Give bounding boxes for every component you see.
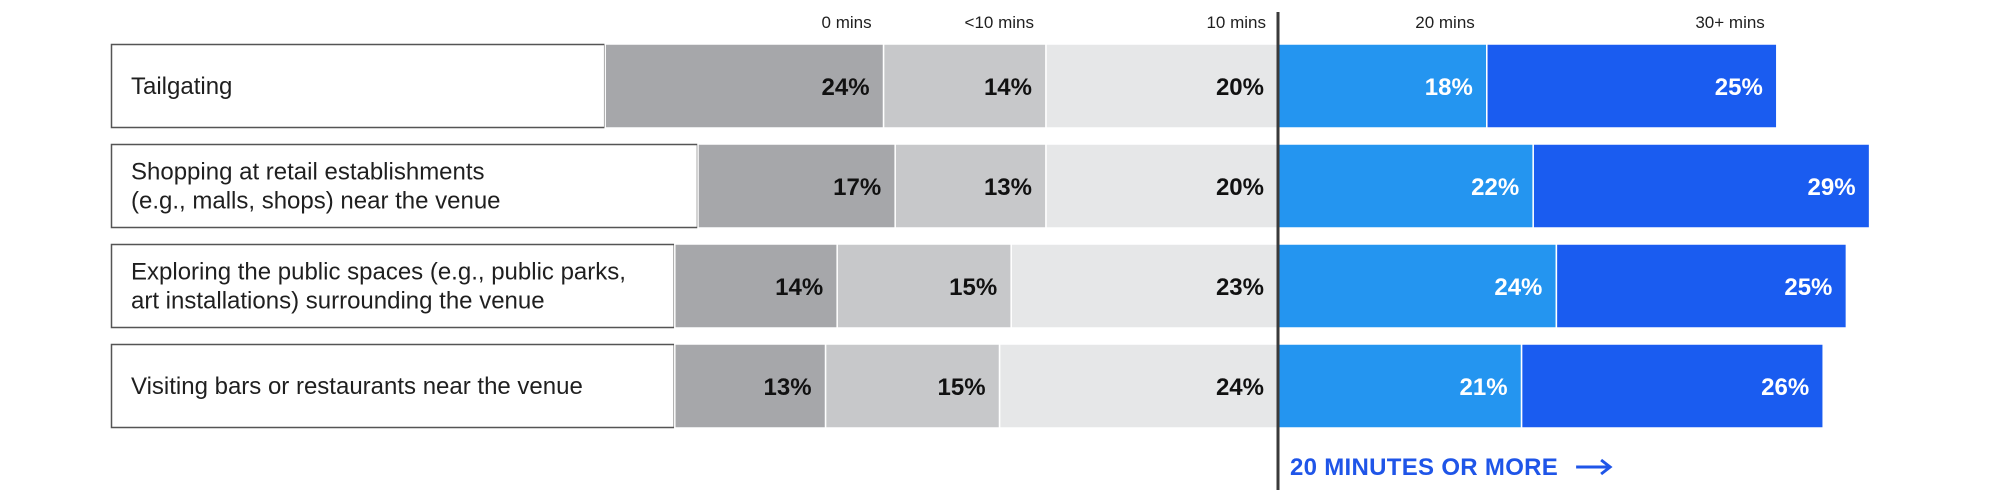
- bar-row: Exploring the public spaces (e.g., publi…: [110, 243, 1848, 329]
- bar-value-label: 15%: [938, 374, 986, 401]
- category-label-box: [110, 343, 676, 429]
- bar-row: Visiting bars or restaurants near the ve…: [110, 343, 1824, 429]
- bar-value-label: 24%: [1494, 274, 1542, 301]
- axis-tick-labels: 0 mins <10 mins 10 mins 20 mins 30+ mins: [822, 13, 1765, 32]
- axis-tick-label: 30+ mins: [1695, 13, 1764, 32]
- bar-segment: [1486, 43, 1778, 129]
- bar-row: Shopping at retail establishments(e.g., …: [110, 143, 1871, 229]
- axis-tick-label: 10 mins: [1206, 13, 1266, 32]
- category-label: Exploring the public spaces (e.g., publi…: [131, 259, 626, 286]
- category-label: art installations) surrounding the venue: [131, 288, 545, 315]
- bar-segment: [836, 243, 1012, 329]
- bar-value-label: 25%: [1784, 274, 1832, 301]
- bar-value-label: 14%: [775, 274, 823, 301]
- bar-value-label: 25%: [1715, 74, 1763, 101]
- bar-segment: [1045, 143, 1279, 229]
- bar-segment: [1277, 143, 1534, 229]
- bar-segment: [674, 343, 827, 429]
- bar-value-label: 23%: [1216, 274, 1264, 301]
- bar-value-label: 20%: [1216, 174, 1264, 201]
- bar-segment: [1277, 243, 1558, 329]
- bar-segment: [697, 143, 896, 229]
- bar-segment: [824, 343, 1001, 429]
- bar-segment: [1010, 243, 1279, 329]
- bar-value-label: 29%: [1808, 174, 1856, 201]
- category-label: Visiting bars or restaurants near the ve…: [131, 373, 583, 400]
- bar-value-label: 24%: [1216, 374, 1264, 401]
- bar-segment: [1555, 243, 1848, 329]
- axis-tick-label: 0 mins: [822, 13, 872, 32]
- bar-value-label: 17%: [833, 174, 881, 201]
- bar-segment: [1532, 143, 1871, 229]
- category-label-box: [110, 143, 699, 229]
- bar-value-label: 20%: [1216, 74, 1264, 101]
- bar-value-label: 21%: [1460, 374, 1508, 401]
- bar-value-label: 14%: [984, 74, 1032, 101]
- bar-value-label: 22%: [1471, 174, 1519, 201]
- bar-segment: [1045, 43, 1279, 129]
- bar-value-label: 15%: [949, 274, 997, 301]
- bar-segment: [604, 43, 885, 129]
- axis-tick-label: 20 mins: [1415, 13, 1475, 32]
- arrow-right-icon-head: [1600, 458, 1613, 476]
- bar-segment: [882, 43, 1047, 129]
- category-label: (e.g., malls, shops) near the venue: [131, 188, 501, 215]
- bar-segment: [674, 243, 838, 329]
- bar-segment: [1277, 343, 1523, 429]
- annotation-group: 20 MINUTES OR MORE: [1290, 454, 1613, 481]
- bar-value-label: 26%: [1761, 374, 1809, 401]
- axis-tick-label: <10 mins: [965, 13, 1034, 32]
- bar-value-label: 13%: [764, 374, 812, 401]
- category-label: Shopping at retail establishments: [131, 159, 485, 186]
- category-label-box: [110, 43, 606, 129]
- bar-value-label: 13%: [984, 174, 1032, 201]
- bars-group: Tailgating 24% 14% 20% 18% 25% Shopping at ret…: [110, 43, 1871, 429]
- bar-segment: [1520, 343, 1824, 429]
- bar-value-label: 18%: [1425, 74, 1473, 101]
- category-label-box: [110, 243, 676, 329]
- bar-segment: [894, 143, 1047, 229]
- bar-value-label: 24%: [822, 74, 870, 101]
- bar-segment: [1277, 43, 1488, 129]
- annotation-label: 20 MINUTES OR MORE: [1290, 454, 1558, 481]
- category-label: Tailgating: [131, 73, 232, 100]
- bar-row: Tailgating 24% 14% 20% 18% 25%: [110, 43, 1778, 129]
- bar-segment: [998, 343, 1279, 429]
